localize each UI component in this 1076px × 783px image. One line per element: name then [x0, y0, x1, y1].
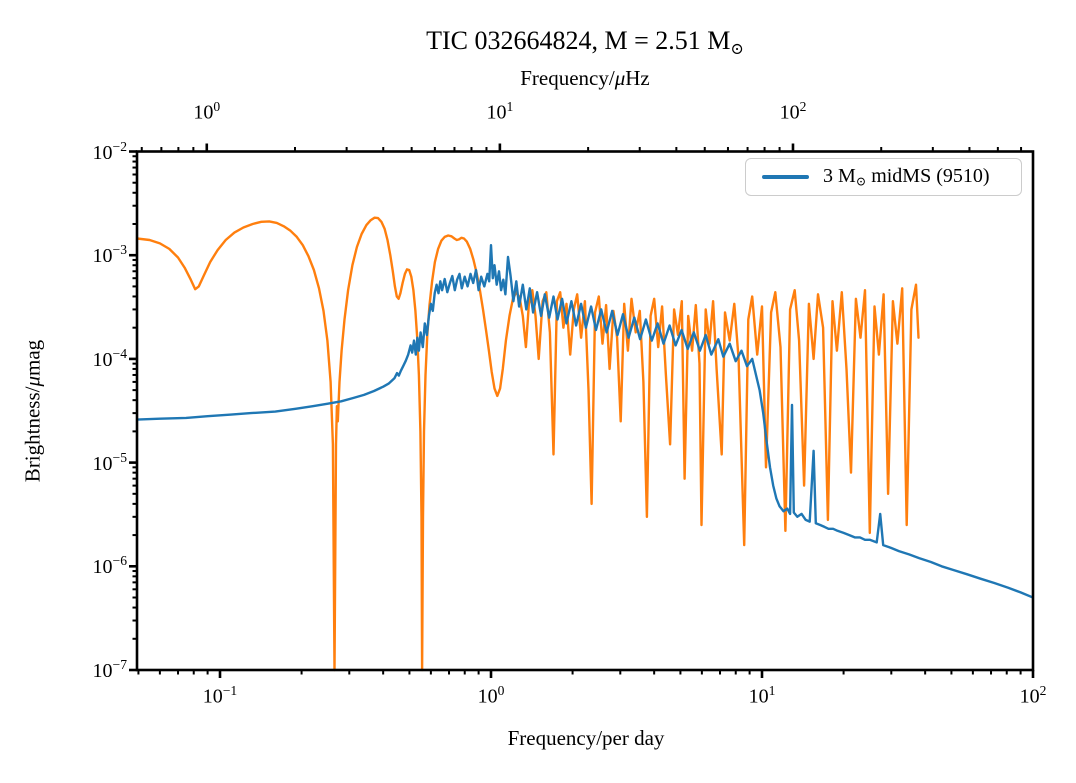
x-tick-label: 10−1 [202, 683, 238, 708]
top-axis-label: Frequency/μHz [520, 66, 650, 90]
chart-title: TIC 032664824, M = 2.51 M⊙ [426, 26, 744, 58]
y-tick-label: 10−3 [92, 242, 127, 268]
plot-spines [135, 150, 1035, 672]
bottom-axis-label: Frequency/per day [507, 726, 665, 750]
series-3-M-midMS-9510- [137, 243, 1033, 599]
legend: 3 M⊙ midMS (9510) [745, 158, 1022, 196]
y-tick-label: 10−7 [92, 657, 127, 682]
top-tick-label: 102 [779, 98, 807, 124]
x-tick-label: 102 [1019, 683, 1047, 708]
y-axis-label: Brightness/μmag [20, 339, 45, 483]
series-observed-periodogram [137, 216, 920, 672]
y-tick-label: 10−4 [92, 346, 127, 371]
axis-ticks [129, 143, 1035, 678]
legend-entry-label: 3 M⊙ midMS (9510) [823, 164, 990, 189]
x-tick-label: 100 [477, 683, 505, 708]
top-tick-label: 101 [486, 98, 514, 124]
y-tick-label: 10−2 [92, 138, 127, 164]
y-tick-label: 10−5 [92, 449, 127, 475]
x-tick-label: 101 [748, 683, 776, 708]
top-tick-label: 100 [193, 98, 221, 124]
y-tick-label: 10−6 [92, 553, 127, 579]
legend-line-swatch [762, 175, 809, 179]
